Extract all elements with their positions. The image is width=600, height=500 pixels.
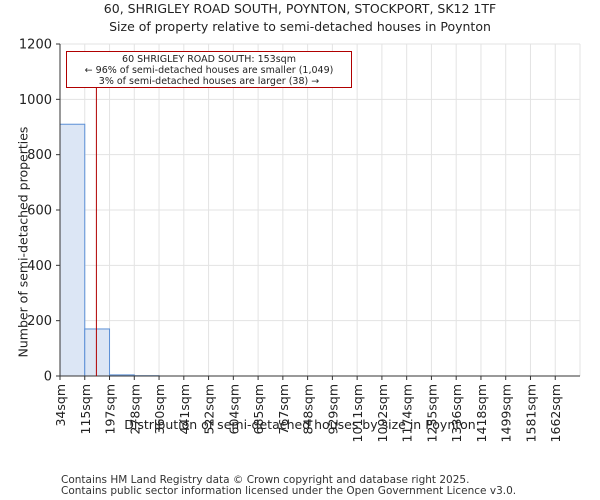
x-tick-label: 34sqm (53, 384, 68, 427)
x-tick-label: 929sqm (325, 384, 340, 434)
x-tick-label: 1255sqm (424, 384, 439, 442)
y-tick-label: 600 (27, 204, 52, 219)
x-axis-label: Distribution of semi-detached houses by … (124, 417, 476, 432)
y-tick-label: 400 (27, 259, 52, 274)
x-tick-label: 604sqm (226, 384, 241, 434)
y-tick-label: 1200 (19, 38, 52, 53)
chart-title: 60, SHRIGLEY ROAD SOUTH, POYNTON, STOCKP… (103, 1, 497, 16)
x-tick-label: 1336sqm (449, 384, 464, 442)
x-tick-label: 1662sqm (548, 384, 563, 442)
x-tick-label: 1174sqm (400, 384, 415, 442)
annotation-line-1: 60 SHRIGLEY ROAD SOUTH: 153sqm (122, 54, 296, 65)
annotation-line-3: 3% of semi-detached houses are larger (3… (98, 76, 320, 87)
annotation-line-2: ← 96% of semi-detached houses are smalle… (84, 65, 334, 76)
bar (59, 123, 86, 377)
bar (84, 328, 111, 377)
x-tick-label: 1011sqm (350, 384, 365, 442)
chart-subtitle: Size of property relative to semi-detach… (109, 19, 491, 34)
footer-line-2: Contains public sector information licen… (61, 485, 517, 497)
x-tick-label: 1418sqm (474, 384, 489, 442)
y-tick-label: 800 (27, 148, 52, 163)
x-tick-label: 360sqm (152, 384, 167, 434)
x-tick-label: 522sqm (202, 384, 217, 434)
x-tick-label: 1499sqm (499, 384, 514, 442)
x-tick-label: 115sqm (78, 384, 93, 434)
y-tick-label: 1000 (19, 93, 52, 108)
property-annotation: 60 SHRIGLEY ROAD SOUTH: 153sqm ← 96% of … (66, 51, 352, 88)
footer-line-1: Contains HM Land Registry data © Crown c… (61, 474, 470, 486)
x-tick-label: 1092sqm (375, 384, 390, 442)
y-tick-label: 0 (44, 370, 52, 385)
x-tick-label: 685sqm (251, 384, 266, 434)
x-tick-label: 1581sqm (523, 384, 538, 442)
y-axis-label: Number of semi-detached properties (15, 126, 31, 358)
x-tick-label: 278sqm (127, 384, 142, 434)
x-tick-label: 197sqm (103, 384, 118, 434)
y-tick-label: 200 (27, 314, 52, 329)
y-axis-label-wrap: Number of semi-detached properties (3, 127, 31, 358)
x-tick-label: 767sqm (276, 384, 291, 434)
x-tick-label: 848sqm (301, 384, 316, 434)
x-tick-label: 441sqm (177, 384, 192, 434)
